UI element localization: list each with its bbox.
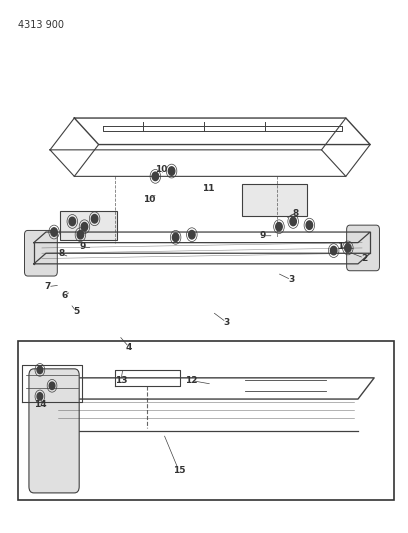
Bar xyxy=(18,341,395,500)
Text: 6: 6 xyxy=(61,291,67,300)
Circle shape xyxy=(91,215,98,223)
Text: 8: 8 xyxy=(58,249,64,259)
Text: 10: 10 xyxy=(155,166,168,174)
Circle shape xyxy=(169,167,175,175)
FancyBboxPatch shape xyxy=(29,369,79,493)
Text: 14: 14 xyxy=(33,400,46,409)
Text: 7: 7 xyxy=(45,282,51,291)
Text: 4: 4 xyxy=(126,343,132,352)
Text: 2: 2 xyxy=(361,254,367,263)
Circle shape xyxy=(77,230,84,239)
Circle shape xyxy=(51,228,57,236)
Circle shape xyxy=(37,393,43,400)
Circle shape xyxy=(37,366,43,374)
Text: 3: 3 xyxy=(223,318,229,327)
Circle shape xyxy=(152,172,159,181)
FancyBboxPatch shape xyxy=(60,211,117,240)
Circle shape xyxy=(81,222,88,231)
Circle shape xyxy=(49,382,55,390)
Circle shape xyxy=(290,217,296,225)
Text: 8: 8 xyxy=(292,209,298,218)
FancyBboxPatch shape xyxy=(24,230,57,276)
FancyBboxPatch shape xyxy=(242,184,307,216)
Circle shape xyxy=(69,217,75,225)
Text: 9: 9 xyxy=(79,243,86,252)
Circle shape xyxy=(306,221,313,229)
Text: 9: 9 xyxy=(259,231,266,240)
Text: 4313 900: 4313 900 xyxy=(18,20,64,30)
Circle shape xyxy=(330,246,337,255)
Text: 12: 12 xyxy=(185,376,197,385)
Text: 15: 15 xyxy=(173,466,185,475)
Circle shape xyxy=(173,233,179,241)
Text: 1: 1 xyxy=(337,243,343,252)
Text: 3: 3 xyxy=(288,275,294,284)
Text: 13: 13 xyxy=(115,376,127,385)
Circle shape xyxy=(276,222,282,231)
Circle shape xyxy=(188,230,195,239)
Text: 11: 11 xyxy=(202,184,214,193)
Text: 5: 5 xyxy=(73,307,80,316)
Text: 10: 10 xyxy=(143,195,155,204)
Circle shape xyxy=(345,244,351,252)
FancyBboxPatch shape xyxy=(347,225,379,271)
